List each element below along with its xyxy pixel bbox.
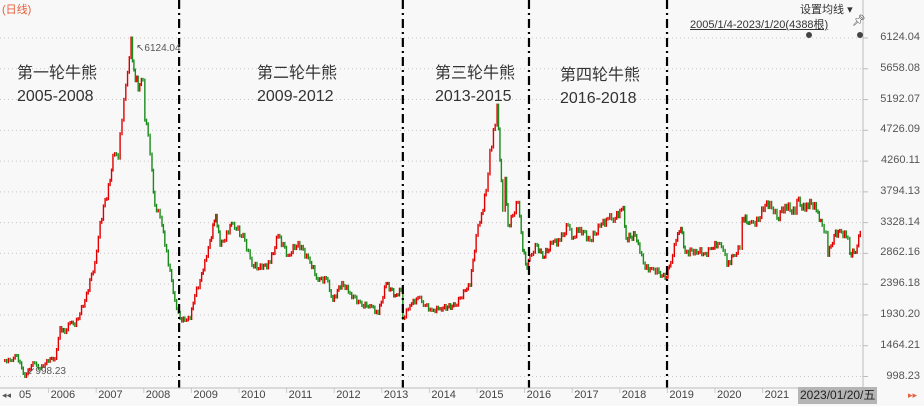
ma-dot-icon[interactable] bbox=[806, 32, 812, 38]
min-price-label: 998.23 bbox=[35, 366, 66, 377]
cycle-title: 第三轮牛熊 bbox=[435, 65, 516, 82]
x-tick-label: 2011 bbox=[288, 389, 313, 401]
x-tick-label: 2013 bbox=[383, 389, 409, 401]
scroll-left-icon[interactable]: ◂◂ bbox=[2, 390, 12, 400]
date-range-link[interactable]: 2005/1/4-2023/1/20(4388根) bbox=[690, 19, 829, 31]
x-tick-label: 2016 bbox=[526, 389, 552, 401]
y-tick-label: 4726.09 bbox=[880, 123, 920, 136]
min-price-marker: ↙998.23 bbox=[27, 366, 66, 377]
cycle-years: 2009-2012 bbox=[257, 88, 334, 105]
price-series bbox=[4, 36, 861, 378]
y-tick-label: 4260.11 bbox=[881, 154, 920, 167]
y-tick-label: 1930.20 bbox=[880, 307, 920, 320]
cycle-title: 第二轮牛熊 bbox=[257, 65, 338, 82]
y-tick-label: 2862.16 bbox=[880, 246, 920, 259]
y-tick-label: 3328.14 bbox=[880, 215, 920, 228]
x-tick-label: 2012 bbox=[336, 389, 361, 401]
max-price-marker: ↖6124.04 bbox=[136, 43, 181, 54]
y-tick-label: 998.23 bbox=[886, 369, 920, 382]
cycle-annotation-4: 第四轮牛熊 2016-2018 bbox=[560, 64, 640, 110]
x-tick-label: 2006 bbox=[50, 389, 76, 401]
scroll-right-icon[interactable]: ▸▸ bbox=[908, 390, 918, 400]
max-price-label: 6124.04 bbox=[144, 43, 181, 54]
x-tick-label: 2007 bbox=[98, 389, 123, 401]
cycle-title: 第四轮牛熊 bbox=[560, 67, 641, 84]
x-tick-label: 2021 bbox=[764, 389, 790, 401]
cycle-years: 2016-2018 bbox=[560, 90, 637, 107]
dropdown-arrow-icon: ▾ bbox=[847, 4, 853, 16]
x-tick-label: 2020 bbox=[717, 389, 742, 401]
cycle-years: 2013-2015 bbox=[435, 88, 512, 105]
x-tick-label: 2008 bbox=[145, 389, 171, 401]
ma-setting-button[interactable]: 设置均线 ▾ bbox=[800, 1, 853, 17]
cycle-dividers bbox=[178, 0, 669, 388]
x-tick-label: 2009 bbox=[193, 389, 218, 401]
x-tick-label: 2014 bbox=[431, 389, 456, 401]
ma-setting-label: 设置均线 bbox=[800, 4, 844, 16]
cycle-annotation-3: 第三轮牛熊 2013-2015 bbox=[435, 62, 515, 108]
y-tick-label: 5192.07 bbox=[880, 92, 920, 105]
cycle-years: 2005-2008 bbox=[17, 88, 94, 105]
y-tick-label: 5658.08 bbox=[880, 61, 920, 74]
cycle-annotation-2: 第二轮牛熊 2009-2012 bbox=[257, 62, 337, 108]
cycle-title: 第一轮牛熊 bbox=[17, 65, 98, 82]
x-tick-label: 2018 bbox=[621, 389, 647, 401]
grid-lines bbox=[0, 37, 868, 393]
cursor-date-label: 2023/01/20/五 bbox=[798, 387, 878, 404]
ma-dot-icon[interactable] bbox=[857, 32, 863, 38]
pin-icon[interactable]: 📌︎ bbox=[852, 15, 866, 27]
x-tick-label: 2017 bbox=[574, 389, 599, 401]
y-tick-label: 1464.21 bbox=[880, 338, 920, 351]
x-tick-label: 2010 bbox=[241, 389, 266, 401]
y-tick-label: 6124.04 bbox=[880, 31, 920, 43]
x-tick-label: 2019 bbox=[669, 389, 694, 401]
x-tick-label: 2015 bbox=[479, 389, 504, 401]
cycle-annotation-1: 第一轮牛熊 2005-2008 bbox=[17, 62, 97, 108]
period-label[interactable]: (日线) bbox=[2, 4, 32, 16]
y-tick-label: 2396.18 bbox=[880, 277, 920, 290]
y-tick-label: 3794.13 bbox=[880, 184, 920, 197]
x-tick-label: 05 bbox=[19, 389, 32, 401]
